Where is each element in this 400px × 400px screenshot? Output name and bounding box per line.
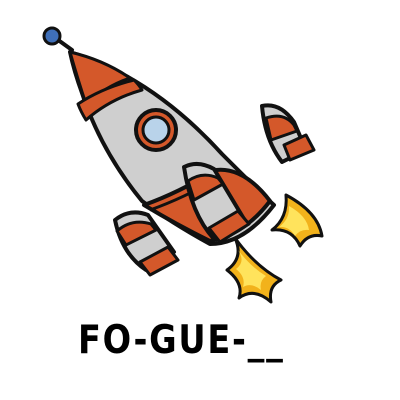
- word-text: FO-GUE-__: [78, 318, 285, 363]
- window-icon: [134, 108, 178, 152]
- rocket-icon: [42, 26, 316, 277]
- word-puzzle: FO-GUE-__: [78, 313, 328, 363]
- antenna-ball-icon: [42, 26, 62, 46]
- flame-icon: [225, 193, 324, 304]
